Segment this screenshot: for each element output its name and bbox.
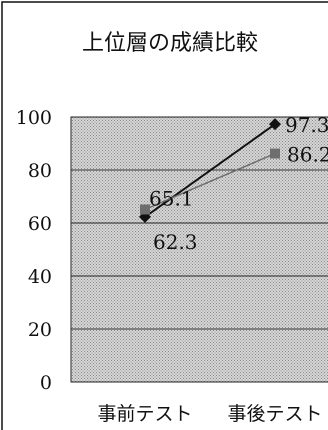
data-label: 62.3 (153, 230, 198, 254)
y-axis-ticks: 0 20 40 60 80 100 (16, 107, 52, 394)
data-label: 97.3 (285, 113, 328, 137)
data-label: 65.1 (149, 186, 194, 210)
y-tick-label: 0 (40, 372, 52, 394)
y-tick-label: 80 (28, 160, 52, 182)
data-label: 86.2 (287, 143, 328, 167)
x-category-label: 事前テスト (97, 403, 192, 425)
y-tick-label: 60 (28, 213, 52, 235)
y-tick-label: 40 (28, 266, 52, 288)
plot-area (70, 116, 328, 383)
series-line (144, 152, 276, 211)
data-labels: 62.3 97.3 65.1 86.2 (149, 113, 328, 254)
x-axis-categories: 事前テスト 事後テスト (97, 403, 322, 425)
gridlines (71, 169, 328, 330)
data-point-square (270, 148, 280, 159)
y-tick-label: 20 (28, 319, 52, 341)
chart-title: 上位層の成績比較 (82, 31, 258, 56)
data-point-square (140, 204, 150, 215)
series-layer (139, 118, 281, 223)
y-tick-label: 100 (16, 107, 52, 129)
series-line (144, 123, 276, 218)
data-point-diamond (269, 118, 281, 131)
x-category-label: 事後テスト (227, 403, 322, 425)
